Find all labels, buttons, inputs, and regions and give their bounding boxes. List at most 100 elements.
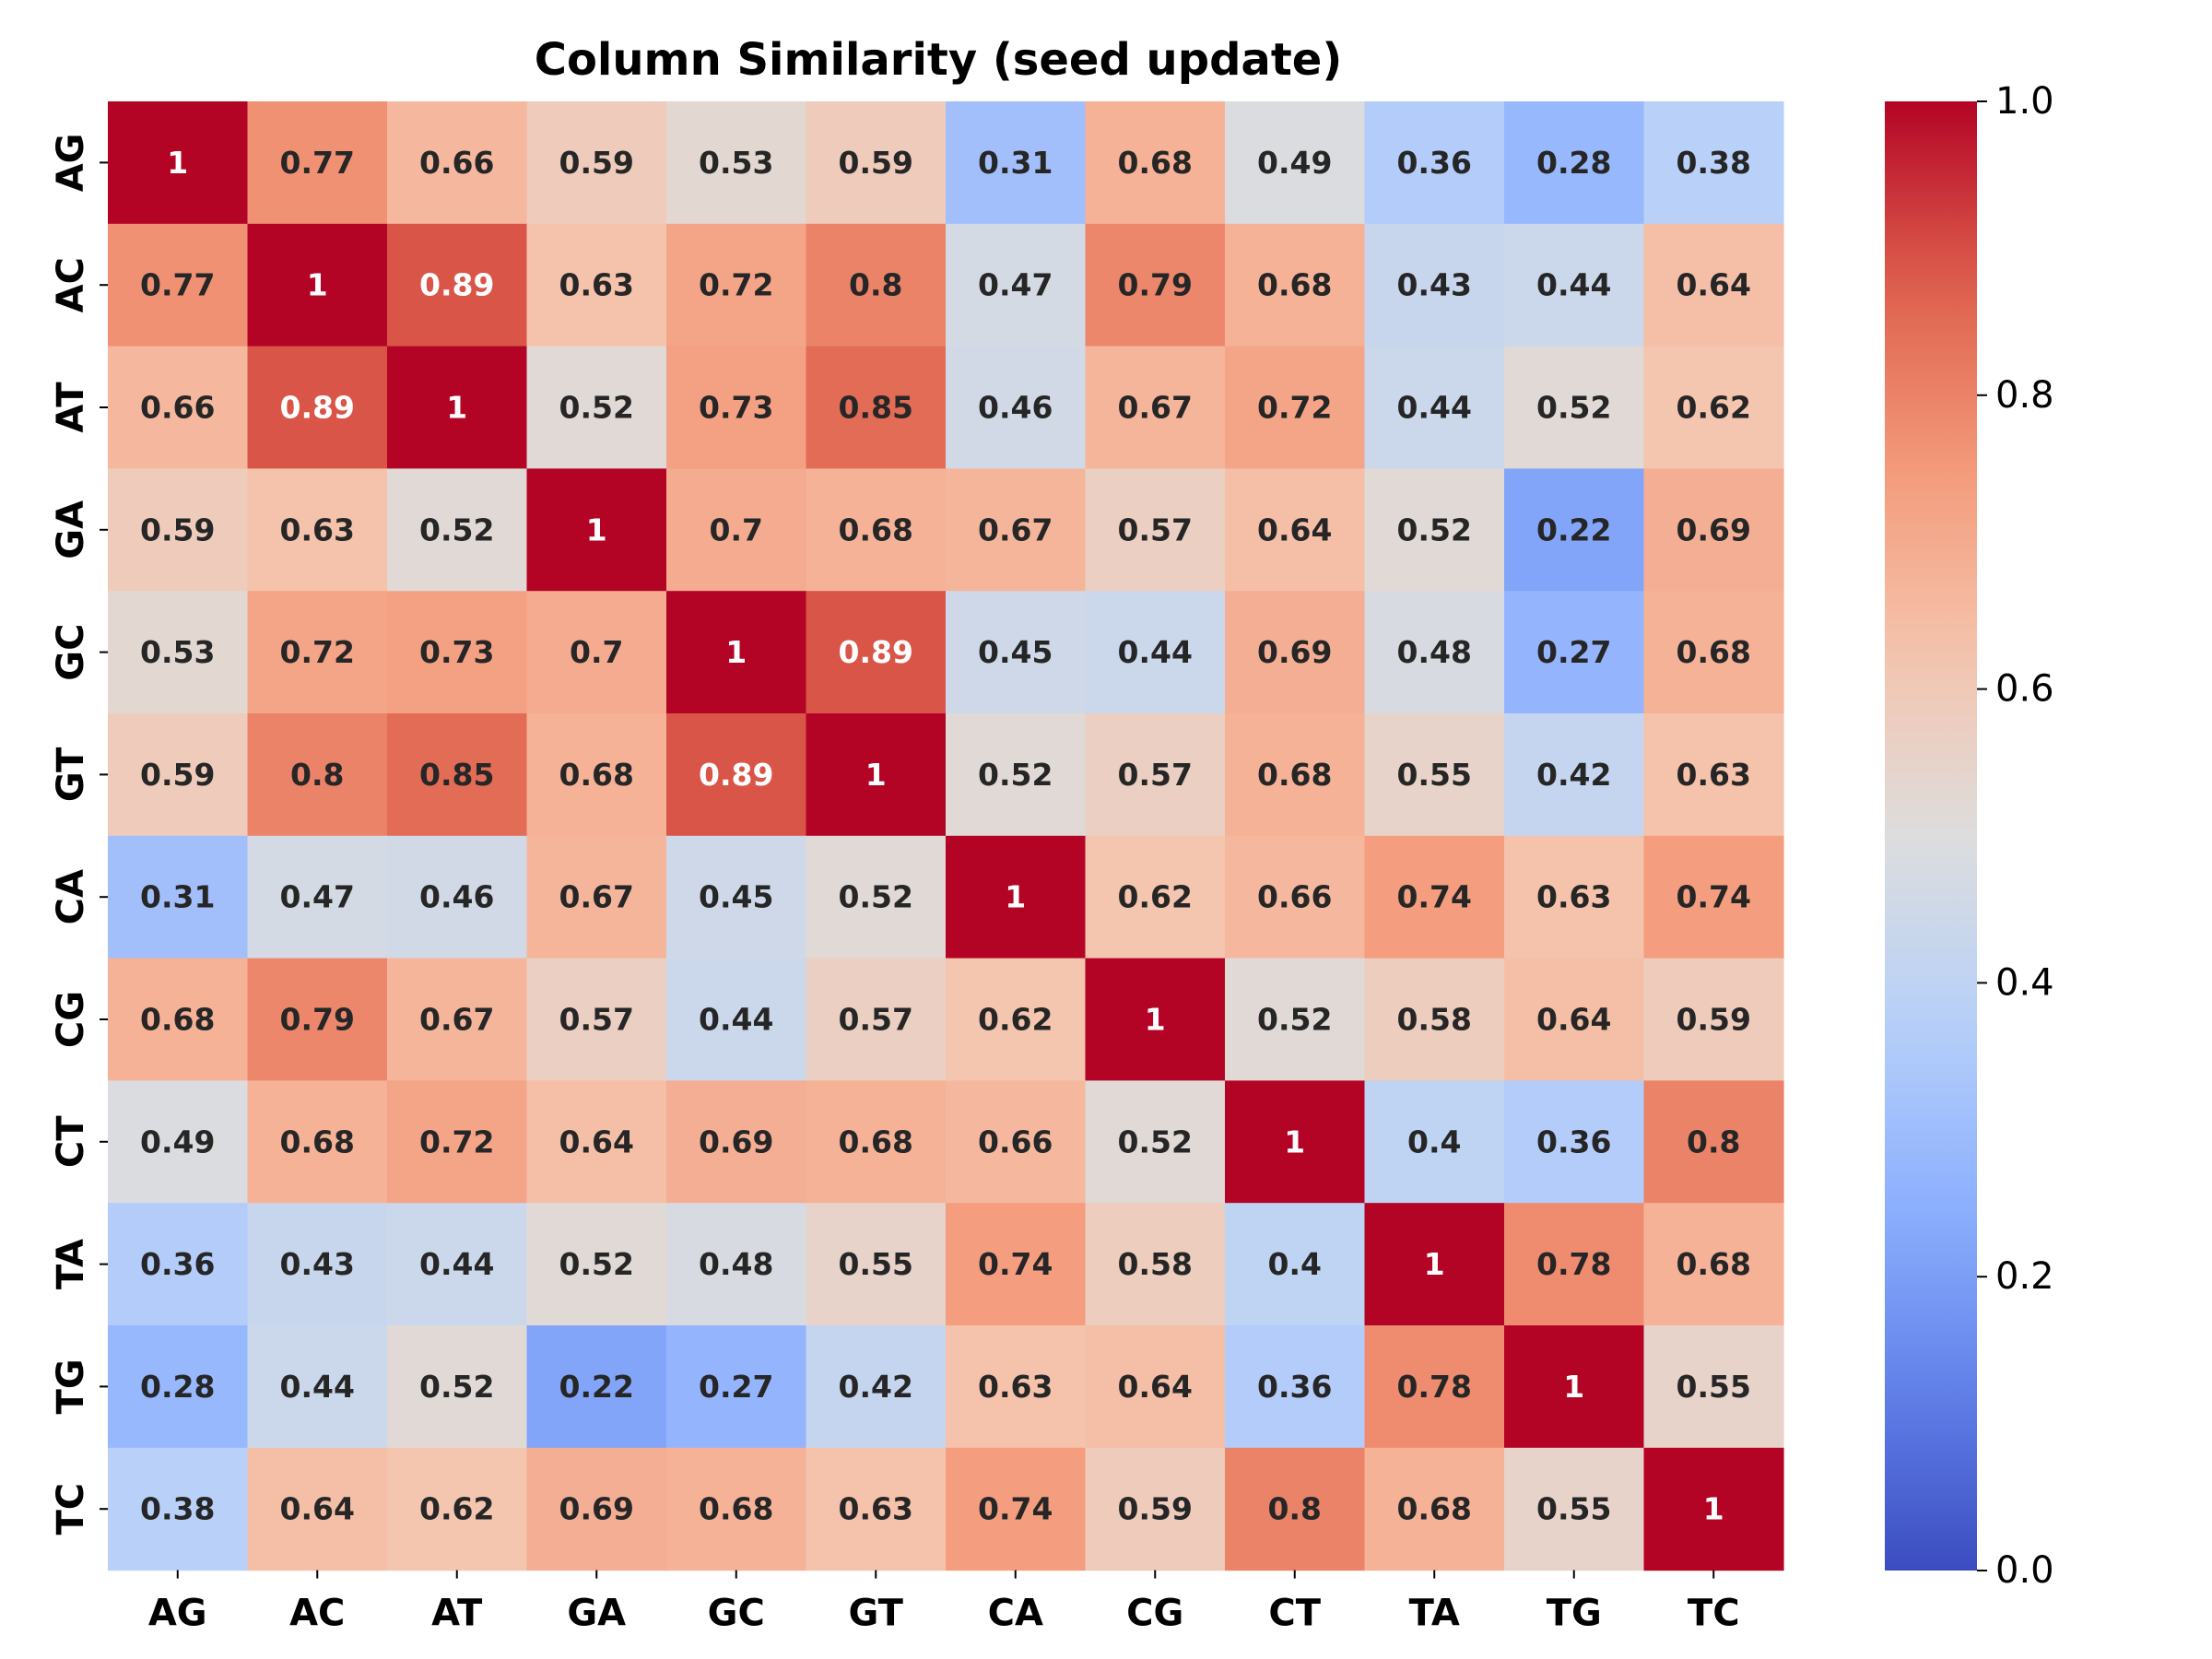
y-tick-label: TA: [50, 1239, 92, 1289]
heatmap-cell: [526, 958, 667, 1081]
heatmap-cell: [1504, 591, 1645, 714]
cell-value-label: 0.31: [140, 879, 215, 915]
cell-value-label: 0.57: [559, 1002, 634, 1038]
heatmap-cell: [1225, 468, 1366, 592]
cell-value-label: 0.69: [1257, 634, 1332, 670]
heatmap-cell: [1643, 1447, 1784, 1571]
cell-value-label: 0.45: [978, 634, 1053, 670]
heatmap-cell: [1225, 1080, 1366, 1204]
cell-value-label: 0.63: [280, 512, 355, 547]
x-tick-label: AG: [148, 1593, 207, 1635]
heatmap-cell: [247, 713, 388, 837]
heatmap-cell: [1225, 713, 1366, 837]
cell-value-label: 0.55: [1536, 1491, 1611, 1527]
heatmap-cell: [1643, 958, 1784, 1081]
heatmap-cell: [806, 591, 947, 714]
cell-value-label: 0.74: [978, 1491, 1053, 1527]
heatmap-cell: [1085, 713, 1226, 837]
cell-value-label: 0.68: [1677, 1246, 1751, 1282]
cell-value-label: 0.36: [1536, 1124, 1611, 1159]
heatmap-cell: [1504, 1203, 1645, 1326]
heatmap-cell: [108, 1325, 249, 1449]
cell-value-label: 0.8: [1268, 1491, 1322, 1527]
heatmap-cell: [806, 1325, 947, 1449]
cell-value-label: 0.68: [1118, 145, 1193, 181]
heatmap-cell: [666, 346, 807, 469]
heatmap-cell: [108, 101, 249, 225]
heatmap-cell: [946, 713, 1087, 837]
cell-value-label: 0.89: [839, 634, 913, 670]
heatmap-cell: [526, 713, 667, 837]
cell-value-label: 0.63: [978, 1369, 1053, 1405]
x-tick-label: AC: [289, 1593, 345, 1635]
heatmap-cell: [247, 1080, 388, 1204]
cell-value-label: 0.67: [419, 1002, 494, 1038]
heatmap-cell: [108, 958, 249, 1081]
y-tick-label: AT: [50, 382, 92, 433]
heatmap-cell: [387, 1203, 528, 1326]
heatmap-cell: [526, 468, 667, 592]
heatmap-cell: [526, 346, 667, 469]
heatmap-cell: [946, 346, 1087, 469]
cell-value-label: 0.36: [140, 1246, 215, 1282]
heatmap-cell: [1504, 468, 1645, 592]
cell-value-label: 0.27: [1536, 634, 1611, 670]
y-tick-label: GC: [50, 624, 92, 681]
cell-value-label: 0.52: [839, 879, 913, 915]
heatmap-cell: [1085, 468, 1226, 592]
cell-value-label: 0.68: [1397, 1491, 1472, 1527]
heatmap-cell: [1225, 1203, 1366, 1326]
heatmap-cell: [1225, 346, 1366, 469]
cell-value-label: 0.68: [839, 1124, 913, 1159]
heatmap-cell: [1364, 591, 1505, 714]
cell-value-label: 0.77: [280, 145, 355, 181]
x-tick-label: GC: [708, 1593, 765, 1635]
cell-value-label: 0.66: [140, 390, 215, 426]
heatmap-cell: [1225, 223, 1366, 347]
cell-value-label: 0.55: [1677, 1369, 1751, 1405]
heatmap-cell: [946, 101, 1087, 225]
heatmap-cell: [387, 223, 528, 347]
y-tick-label: AC: [50, 257, 92, 312]
cell-value-label: 1: [307, 267, 328, 303]
cell-value-label: 0.49: [140, 1124, 215, 1159]
heatmap-cell: [666, 835, 807, 959]
heatmap-cell: [666, 1325, 807, 1449]
cell-value-label: 0.85: [419, 757, 494, 793]
heatmap-cell: [806, 468, 947, 592]
cell-value-label: 0.85: [839, 390, 913, 426]
cell-value-label: 0.79: [280, 1002, 355, 1038]
heatmap-cell: [1364, 835, 1505, 959]
cell-value-label: 0.38: [1677, 145, 1751, 181]
x-tick-label: GT: [849, 1593, 904, 1635]
heatmap-cell: [108, 346, 249, 469]
heatmap-cell: [946, 223, 1087, 347]
colorbar-tick-label: 1.0: [1995, 80, 2054, 123]
heatmap-cell: [946, 1325, 1087, 1449]
cell-value-label: 0.52: [419, 1369, 494, 1405]
cell-value-label: 0.72: [419, 1124, 494, 1159]
heatmap-cell: [1643, 1203, 1784, 1326]
cell-value-label: 0.68: [140, 1002, 215, 1038]
heatmap-cell: [1085, 346, 1226, 469]
cell-value-label: 0.66: [1257, 879, 1332, 915]
cell-value-label: 0.8: [1687, 1124, 1740, 1159]
heatmap-cell: [1225, 591, 1366, 714]
cell-value-label: 0.36: [1257, 1369, 1332, 1405]
heatmap-cell: [1364, 713, 1505, 837]
cell-value-label: 0.68: [1257, 267, 1332, 303]
heatmap-cell: [1085, 101, 1226, 225]
heatmap-cell: [247, 468, 388, 592]
cell-value-label: 0.78: [1536, 1246, 1611, 1282]
cell-value-label: 0.44: [699, 1002, 773, 1038]
heatmap-cell: [666, 1080, 807, 1204]
cell-value-label: 0.8: [849, 267, 902, 303]
cell-value-label: 0.63: [839, 1491, 913, 1527]
heatmap-cell: [1225, 101, 1366, 225]
cell-value-label: 0.62: [1118, 879, 1193, 915]
heatmap-cell: [1085, 591, 1226, 714]
cell-value-label: 0.52: [419, 512, 494, 547]
cell-value-label: 0.78: [1397, 1369, 1472, 1405]
heatmap-cell: [666, 468, 807, 592]
